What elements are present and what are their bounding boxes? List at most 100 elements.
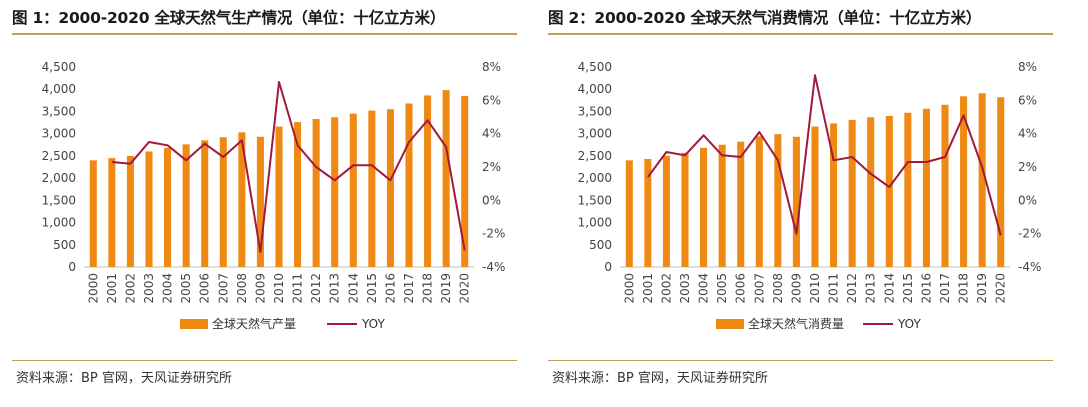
bar: [424, 95, 432, 267]
y-tick-label: 0: [604, 260, 612, 274]
bar: [312, 119, 320, 267]
bar: [461, 95, 469, 267]
x-tick-label: 2002: [123, 273, 137, 304]
bar: [294, 122, 302, 267]
x-tick-label: 2004: [161, 273, 175, 304]
chart-panel-consumption: 图 2：2000-2020 全球天然气消费情况（单位：十亿立方米） 0 500 1,…: [548, 0, 1068, 407]
y2-tick-label: 0%: [1018, 193, 1037, 207]
bar: [978, 93, 986, 267]
y-tick-label: 2,000: [42, 171, 76, 185]
y2-tick-label: 6%: [1018, 93, 1037, 107]
source-note: 资料来源：BP 官网，天风证券研究所: [16, 371, 232, 386]
bar: [164, 147, 172, 267]
bar: [811, 126, 819, 267]
x-tick-label: 2001: [641, 273, 655, 304]
bar: [442, 90, 450, 267]
y2-tick-label: 8%: [1018, 60, 1037, 74]
legend-line-label: YOY: [897, 317, 921, 331]
legend-bar-label: 全球天然气产量: [212, 316, 296, 331]
x-tick-label: 2008: [771, 273, 785, 304]
y2-tick-label: -2%: [1018, 227, 1041, 241]
y-tick-label: 4,000: [578, 82, 612, 96]
production-chart: 0 500 1,000 1,500 2,000 2,500 3,000 3,500 4,000 4…: [42, 60, 506, 331]
y-tick-label: 0: [68, 260, 76, 274]
yoy-line: [647, 74, 1002, 236]
x-tick-label: 2014: [346, 273, 360, 304]
bar: [108, 158, 116, 267]
x-tick-label: 2002: [659, 273, 673, 304]
source-divider: [548, 360, 1053, 361]
y-tick-label: 500: [53, 238, 76, 252]
y-tick-label: 3,000: [42, 127, 76, 141]
y-tick-label: 3,000: [578, 127, 612, 141]
bar: [644, 159, 652, 267]
x-tick-label: 2004: [697, 273, 711, 304]
bar: [126, 155, 134, 267]
x-tick-label: 2000: [86, 273, 100, 304]
y2-tick-label: -4%: [1018, 260, 1041, 274]
yoy-line: [111, 81, 466, 253]
x-tick-label: 2011: [291, 273, 305, 304]
x-tick-label: 2015: [901, 273, 915, 304]
bar: [625, 160, 633, 267]
x-tick-label: 2018: [957, 273, 971, 304]
y-tick-label: 1,500: [42, 193, 76, 207]
bar: [349, 113, 357, 268]
bar: [774, 134, 782, 267]
legend-bar-label: 全球天然气消费量: [748, 316, 844, 331]
y2-tick-label: 8%: [482, 60, 501, 74]
bar: [386, 109, 394, 267]
bar: [830, 123, 838, 267]
x-tick-label: 2016: [919, 273, 933, 304]
y-tick-label: 2,500: [578, 149, 612, 163]
bar: [201, 140, 209, 267]
bar: [755, 136, 763, 267]
legend-bar-swatch: [180, 319, 208, 329]
y2-tick-label: -2%: [482, 227, 505, 241]
bar: [256, 136, 264, 267]
x-tick-label: 2006: [734, 273, 748, 304]
y2-tick-label: 4%: [482, 127, 501, 141]
bar: [737, 141, 745, 267]
x-tick-label: 2020: [458, 273, 472, 304]
source-divider: [12, 360, 517, 361]
x-tick-label: 2012: [309, 273, 323, 304]
bar: [922, 108, 930, 268]
y-tick-label: 1,500: [578, 193, 612, 207]
x-tick-label: 2005: [179, 273, 193, 304]
x-tick-label: 2003: [678, 273, 692, 304]
y-tick-label: 1,000: [42, 216, 76, 230]
x-tick-label: 2013: [328, 273, 342, 304]
x-tick-label: 2011: [827, 273, 841, 304]
x-tick-label: 2013: [864, 273, 878, 304]
y-tick-label: 2,000: [578, 171, 612, 185]
x-tick-label: 2008: [235, 273, 249, 304]
x-tick-label: 2014: [882, 273, 896, 304]
y-tick-label: 4,000: [42, 82, 76, 96]
bar: [848, 119, 856, 267]
consumption-chart: 0 500 1,000 1,500 2,000 2,500 3,000 3,500 4,000 4…: [578, 60, 1042, 331]
x-tick-label: 2017: [402, 273, 416, 304]
x-tick-label: 2019: [975, 273, 989, 304]
chart-title: 图 2：2000-2020 全球天然气消费情况（单位：十亿立方米）: [548, 9, 982, 27]
y2-tick-label: 0%: [482, 193, 501, 207]
bar: [662, 155, 670, 267]
bar: [275, 126, 283, 267]
x-tick-label: 2010: [272, 273, 286, 304]
x-tick-label: 2015: [365, 273, 379, 304]
y-tick-label: 2,500: [42, 149, 76, 163]
x-tick-label: 2020: [994, 273, 1008, 304]
x-tick-label: 2007: [752, 273, 766, 304]
bar: [219, 137, 227, 267]
bar: [960, 96, 968, 267]
y2-tick-label: 2%: [1018, 160, 1037, 174]
bar: [182, 144, 190, 267]
x-tick-label: 2019: [439, 273, 453, 304]
x-tick-label: 2009: [253, 273, 267, 304]
bar: [681, 152, 689, 267]
bar: [904, 112, 912, 268]
x-tick-label: 2017: [938, 273, 952, 304]
y-tick-label: 3,500: [42, 104, 76, 118]
x-tick-label: 2010: [808, 273, 822, 304]
x-tick-label: 2003: [142, 273, 156, 304]
